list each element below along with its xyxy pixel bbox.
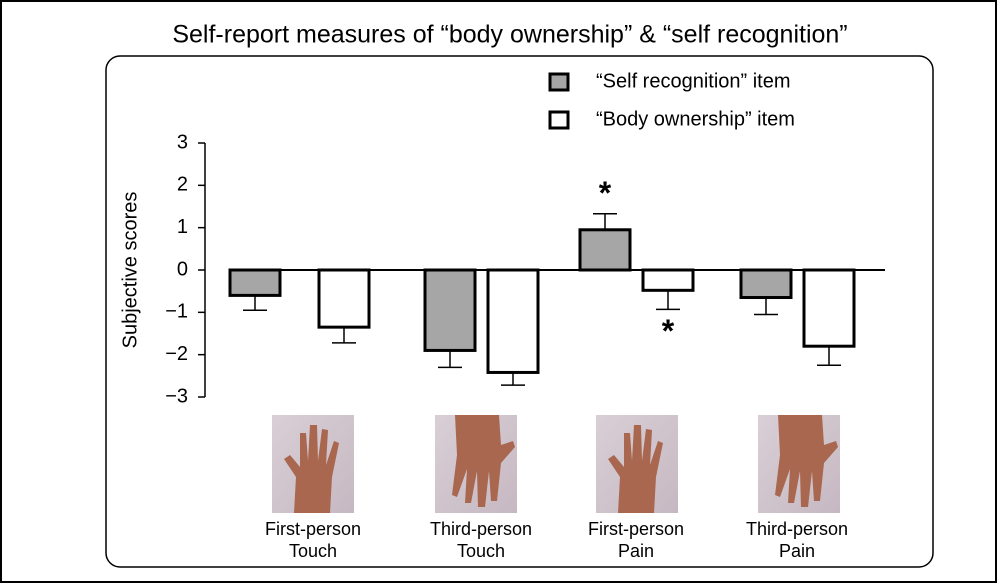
legend-swatch [550, 112, 568, 128]
x-tick-label: Touch [289, 541, 337, 561]
bar [319, 270, 369, 327]
x-tick-label: Pain [618, 541, 654, 561]
y-tick-label: 0 [177, 258, 188, 280]
y-tick-label: −3 [165, 385, 188, 407]
x-tick-label: Third-person [430, 519, 532, 539]
bar [741, 270, 791, 298]
hand-photo [435, 415, 517, 513]
hand-photo [758, 415, 840, 513]
bar [580, 230, 630, 270]
legend-label: “Self recognition” item [596, 70, 791, 92]
x-tick-label: First-person [588, 519, 684, 539]
legend-swatch [550, 74, 568, 90]
x-tick-label: Pain [779, 541, 815, 561]
x-tick-label: Touch [457, 541, 505, 561]
hand-photo [272, 415, 354, 513]
y-tick-label: −2 [165, 343, 188, 365]
chart: Self-report measures of “body ownership”… [0, 0, 997, 583]
bar [488, 270, 538, 372]
significance-marker: * [599, 175, 612, 211]
y-tick-label: 1 [177, 216, 188, 238]
bar [804, 270, 854, 346]
bar [643, 270, 693, 290]
y-tick-label: 3 [177, 131, 188, 153]
chart-title: Self-report measures of “body ownership”… [172, 21, 847, 49]
y-tick-label: −1 [165, 301, 188, 323]
bar [230, 270, 280, 295]
bar [425, 270, 475, 350]
y-axis-label: Subjective scores [119, 192, 141, 349]
x-tick-label: Third-person [746, 519, 848, 539]
page: {"chart_data": { "type": "bar", "title":… [0, 0, 997, 583]
legend-label: “Body ownership” item [596, 108, 795, 130]
hand-photo [596, 415, 678, 513]
significance-marker: * [662, 313, 675, 349]
y-tick-label: 2 [177, 174, 188, 196]
x-tick-label: First-person [265, 519, 361, 539]
